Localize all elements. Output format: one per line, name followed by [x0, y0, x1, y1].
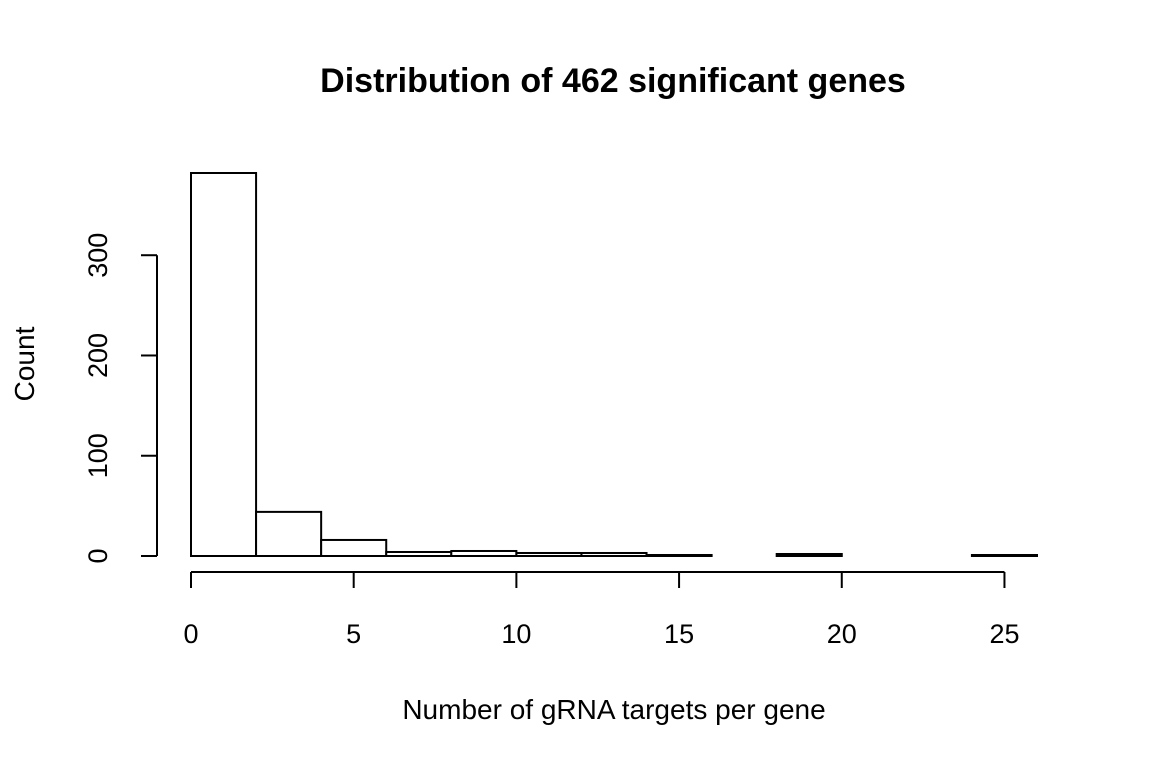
x-axis: 0 5 10 15 20 25 [183, 571, 1019, 649]
y-tick-label: 200 [83, 333, 113, 378]
x-axis-label: Number of gRNA targets per gene [402, 694, 825, 725]
histogram-bars [190, 172, 1039, 558]
y-axis-label: Count [9, 326, 40, 401]
histogram-bar [190, 172, 258, 557]
histogram-bar [255, 510, 323, 558]
histogram-bar [515, 551, 583, 557]
histogram-bar [775, 552, 843, 557]
histogram-bar [645, 553, 713, 557]
histogram-bar [385, 550, 453, 557]
histogram-bar [970, 553, 1039, 557]
x-tick-label: 0 [183, 619, 198, 649]
histogram-bar [320, 538, 388, 558]
histogram-bar [580, 551, 648, 557]
y-tick-label: 300 [83, 233, 113, 278]
chart-title: Distribution of 462 significant genes [320, 62, 906, 100]
x-tick-label: 10 [501, 619, 531, 649]
y-axis: 0 100 200 300 [83, 233, 158, 564]
y-tick-label: 100 [83, 433, 113, 478]
x-tick-label: 15 [664, 619, 694, 649]
x-tick-label: 20 [827, 619, 857, 649]
y-tick-label: 0 [83, 548, 113, 563]
histogram-bar [450, 549, 518, 558]
x-tick-label: 25 [989, 619, 1019, 649]
x-tick-label: 5 [346, 619, 361, 649]
